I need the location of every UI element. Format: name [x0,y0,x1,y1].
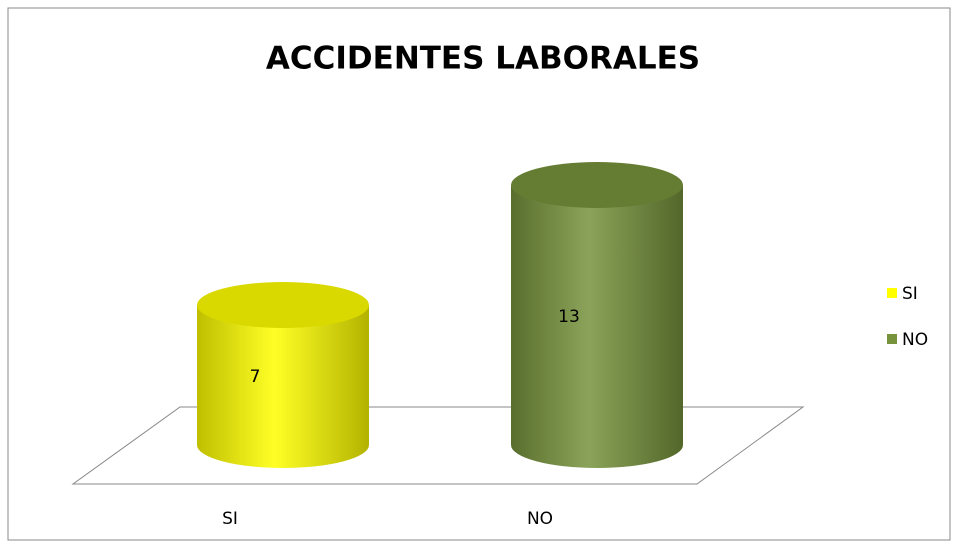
legend-label: NO [902,330,928,350]
floor [71,406,805,485]
legend-swatch [887,288,897,298]
legend-label: SI [902,284,918,304]
cylinder-top [511,162,683,208]
x-tick-label: NO [527,509,553,529]
chart-title: ACCIDENTES LABORALES [266,41,700,77]
x-tick-label: SI [222,509,238,529]
cylinder-body [511,185,683,468]
data-label: 13 [558,307,580,327]
legend-swatch [887,334,897,344]
cylinder-body [197,305,369,468]
bar [511,162,683,468]
data-label: 7 [250,367,261,387]
bar [197,282,369,468]
cylinder-top [197,282,369,328]
